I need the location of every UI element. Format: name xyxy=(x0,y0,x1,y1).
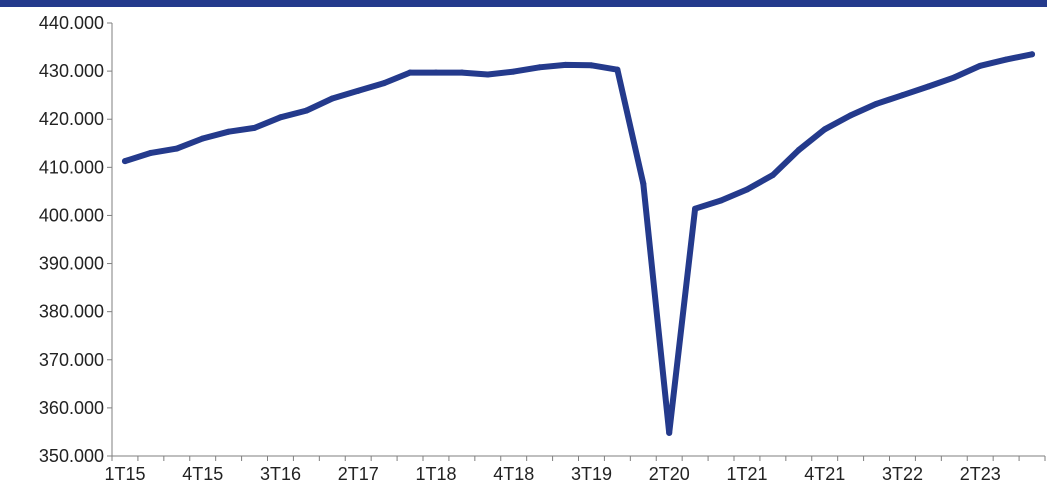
y-tick-label: 380.000 xyxy=(39,302,104,322)
data-point xyxy=(484,71,491,78)
data-point xyxy=(899,92,906,99)
data-point xyxy=(510,68,517,75)
data-point xyxy=(795,147,802,154)
top-accent-bar xyxy=(0,0,1047,7)
y-tick-label: 430.000 xyxy=(39,61,104,81)
y-tick-label: 390.000 xyxy=(39,254,104,274)
data-point xyxy=(769,172,776,179)
data-point xyxy=(718,197,725,204)
data-point xyxy=(173,145,180,152)
data-point xyxy=(225,128,232,135)
y-tick-label: 350.000 xyxy=(39,446,104,466)
data-point xyxy=(821,126,828,133)
series-line xyxy=(122,51,1035,436)
data-point xyxy=(432,69,439,76)
x-tick-label: 3T16 xyxy=(260,464,301,484)
x-tick-label: 1T18 xyxy=(415,464,456,484)
data-point xyxy=(1003,56,1010,63)
x-tick-label: 1T21 xyxy=(726,464,767,484)
y-tick-label: 440.000 xyxy=(39,13,104,33)
data-point xyxy=(121,158,128,165)
x-tick-label: 2T23 xyxy=(960,464,1001,484)
data-point xyxy=(407,69,414,76)
data-point xyxy=(951,74,958,81)
data-point xyxy=(925,83,932,90)
x-tick-label: 4T15 xyxy=(182,464,223,484)
data-point xyxy=(147,149,154,156)
data-point xyxy=(666,429,673,436)
data-point xyxy=(640,180,647,187)
data-point xyxy=(277,114,284,121)
data-point xyxy=(873,100,880,107)
data-point xyxy=(381,80,388,87)
series-layer xyxy=(121,51,1036,436)
data-point xyxy=(588,62,595,69)
x-tick-label: 2T20 xyxy=(649,464,690,484)
data-point xyxy=(355,87,362,94)
data-point xyxy=(743,186,750,193)
x-tick-label: 2T17 xyxy=(338,464,379,484)
data-point xyxy=(1029,51,1036,58)
data-point xyxy=(536,64,543,71)
data-point xyxy=(614,66,621,73)
y-tick-label: 400.000 xyxy=(39,205,104,225)
data-point xyxy=(251,124,258,131)
data-point xyxy=(847,112,854,119)
y-tick-label: 420.000 xyxy=(39,109,104,129)
data-point xyxy=(562,61,569,68)
y-axis: 350.000 360.000 370.000 380.000 390.000 400.0… xyxy=(39,13,113,466)
data-point xyxy=(329,95,336,102)
data-point xyxy=(303,107,310,114)
x-axis: 1T15 4T15 3T16 2T17 1T18 4T18 3T19 2T20 1T21 4T21… xyxy=(104,455,1046,484)
y-tick-label: 410.000 xyxy=(39,157,104,177)
x-tick-label: 3T19 xyxy=(571,464,612,484)
data-point xyxy=(458,69,465,76)
y-tick-label: 370.000 xyxy=(39,350,104,370)
data-point xyxy=(977,62,984,69)
x-tick-label: 3T22 xyxy=(882,464,923,484)
data-point xyxy=(692,205,699,212)
y-tick-label: 360.000 xyxy=(39,398,104,418)
x-tick-label: 1T15 xyxy=(104,464,145,484)
x-tick-label: 4T21 xyxy=(804,464,845,484)
x-tick-label: 4T18 xyxy=(493,464,534,484)
data-point xyxy=(199,135,206,142)
